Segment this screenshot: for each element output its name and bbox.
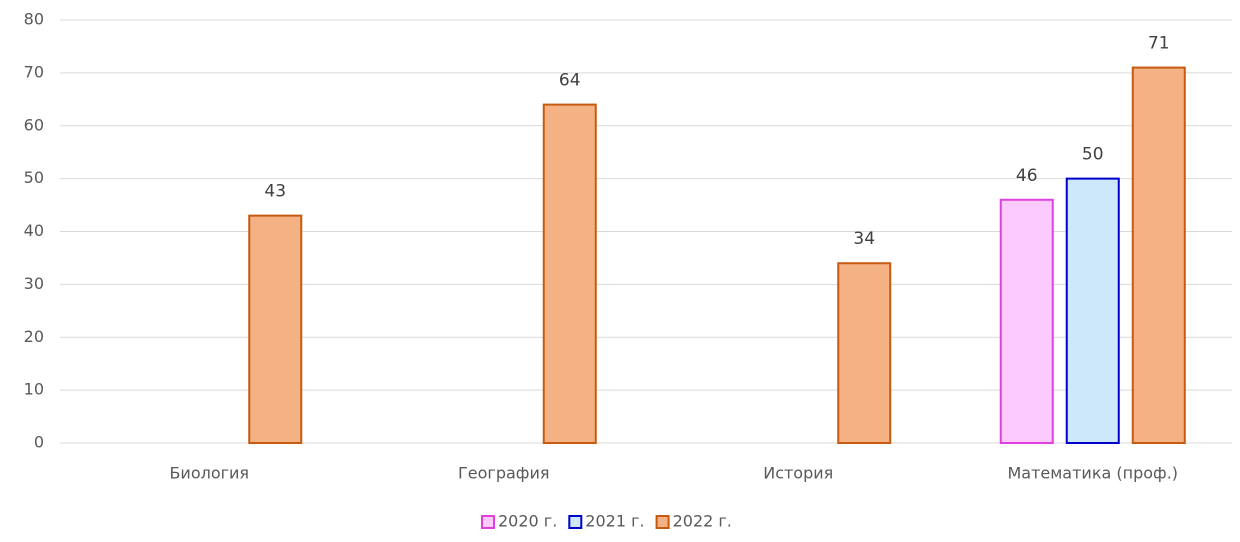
data-label: 43	[264, 182, 286, 202]
legend-swatch	[568, 515, 583, 529]
legend-label: 2020 г.	[498, 512, 557, 531]
y-tick-label: 80	[24, 10, 44, 29]
legend-label: 2021 г.	[585, 512, 644, 531]
y-tick-label: 50	[24, 168, 44, 187]
y-tick-label: 10	[24, 380, 44, 399]
x-tick-label: География	[458, 464, 549, 483]
x-tick-label: Биология	[169, 464, 249, 483]
legend-label: 2022 г.	[673, 512, 732, 531]
data-label: 46	[1016, 166, 1038, 186]
legend-swatch	[655, 515, 670, 529]
data-label: 71	[1148, 34, 1170, 54]
y-tick-label: 0	[34, 433, 44, 452]
x-tick-label: История	[763, 464, 833, 483]
data-label: 64	[559, 71, 581, 91]
x-tick-label: Математика (проф.)	[1007, 464, 1178, 483]
y-tick-label: 70	[24, 62, 44, 81]
bar	[542, 103, 597, 444]
bar	[1131, 66, 1186, 445]
legend-swatch	[481, 515, 495, 529]
y-tick-label: 40	[24, 221, 44, 240]
y-tick-label: 60	[24, 115, 44, 134]
bar	[1065, 177, 1120, 444]
bar	[248, 214, 303, 444]
bar	[837, 262, 892, 444]
data-label: 50	[1082, 145, 1104, 165]
y-tick-label: 30	[24, 274, 44, 293]
bar	[999, 198, 1054, 444]
y-tick-label: 20	[24, 327, 44, 346]
data-label: 34	[853, 229, 875, 249]
